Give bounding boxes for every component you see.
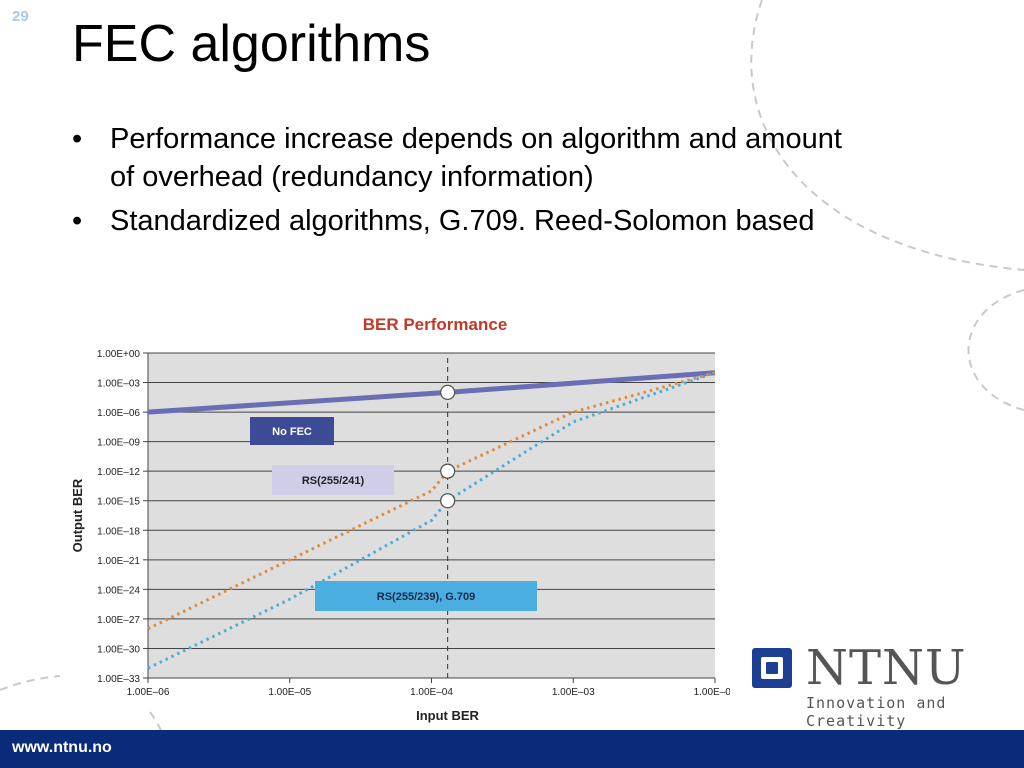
ber-performance-chart: BER Performance 1.00E+00 1.00E–03 1.00E–06 1… [70, 315, 730, 723]
logo-wordmark: NTNU [806, 640, 967, 696]
footer-url: www.ntnu.no [12, 739, 112, 756]
bullet-list: • Performance increase depends on algori… [72, 120, 872, 246]
y-tick-label: 1.00E–33 [97, 674, 140, 685]
chart-title: BER Performance [363, 315, 508, 334]
series-line-1 [147, 371, 716, 631]
slide-title: FEC algorithms [72, 15, 431, 73]
x-tick-label: 1.00E–02 [694, 687, 730, 698]
bullet-marker: • [72, 123, 83, 155]
bullet-text: Performance increase depends on algorith… [110, 123, 842, 193]
series-label-box-2 [315, 581, 537, 611]
ntnu-logo-icon [752, 648, 792, 688]
x-tick-label: 1.00E–03 [552, 687, 595, 698]
series-label-0: No FEC [272, 426, 312, 438]
y-tick-label: 1.00E–21 [97, 556, 140, 567]
series-label-box-0 [250, 417, 334, 445]
x-axis-label: Input BER [416, 708, 479, 723]
x-tick-label: 1.00E–05 [268, 687, 311, 698]
series-label-2: RS(255/239), G.709 [377, 591, 475, 603]
y-tick-label: 1.00E–09 [97, 438, 140, 449]
slide-number: 29 [12, 8, 29, 25]
bullet-text: Standardized algorithms, G.709. Reed-Sol… [110, 205, 815, 237]
series-marker-1 [440, 463, 456, 479]
series-label-1: RS(255/241) [302, 475, 365, 487]
series-marker-2 [440, 493, 456, 509]
y-tick-label: 1.00E–06 [97, 408, 140, 419]
x-tick-label: 1.00E–04 [410, 687, 453, 698]
logo-tagline: Innovation and Creativity [806, 694, 947, 730]
bullet-item: • Standardized algorithms, G.709. Reed-S… [72, 202, 872, 240]
y-axis-label: Output BER [70, 478, 85, 552]
series-marker-0 [440, 384, 456, 401]
ntnu-logo: NTNU Innovation and Creativity [752, 640, 1002, 730]
series-line-2 [147, 371, 716, 670]
bullet-item: • Performance increase depends on algori… [72, 120, 872, 196]
footer-bar: www.ntnu.no [0, 730, 1024, 768]
y-tick-label: 1.00E–12 [97, 467, 140, 478]
y-tick-label: 1.00E–03 [97, 379, 140, 390]
y-tick-label: 1.00E–15 [97, 497, 140, 508]
bullet-marker: • [72, 205, 83, 237]
y-tick-label: 1.00E–18 [97, 526, 140, 537]
series-label-box-1 [272, 465, 394, 495]
y-tick-label: 1.00E–24 [97, 585, 140, 596]
x-tick-label: 1.00E–06 [127, 687, 170, 698]
y-tick-label: 1.00E–27 [97, 615, 140, 626]
y-tick-label: 1.00E+00 [97, 349, 141, 360]
y-tick-label: 1.00E–30 [97, 644, 140, 655]
